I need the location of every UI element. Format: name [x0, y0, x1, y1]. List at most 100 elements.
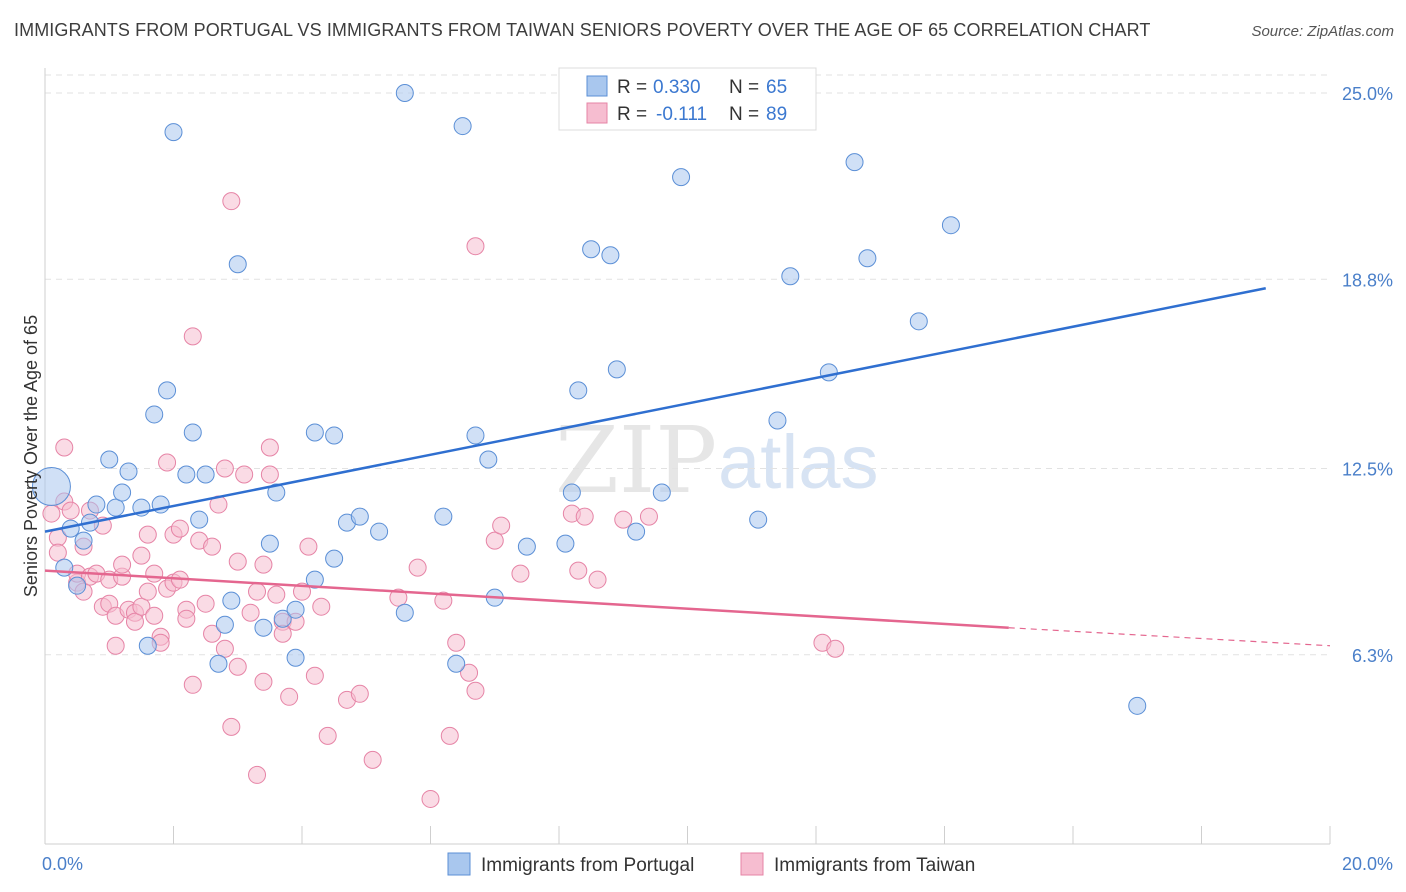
taiwan-point	[273, 624, 292, 643]
taiwan-point	[434, 591, 453, 610]
axes	[44, 68, 1331, 845]
watermark: ZIP atlas	[555, 407, 879, 514]
taiwan-point	[61, 501, 80, 520]
portugal-point	[196, 465, 215, 484]
watermark-atlas: atlas	[718, 420, 879, 505]
taiwan-point	[305, 666, 324, 685]
portugal-point	[305, 423, 324, 442]
portugal-point	[447, 654, 466, 673]
y-tick-label: 12.5%	[1342, 460, 1393, 480]
portugal-point	[479, 450, 498, 469]
taiwan-point	[132, 546, 151, 565]
taiwan-point	[106, 636, 125, 655]
bottom-legend: Immigrants from Portugal Immigrants from…	[447, 852, 975, 876]
taiwan-point	[460, 663, 479, 682]
taiwan-point	[485, 531, 504, 550]
taiwan-point	[248, 582, 267, 601]
portugal-point	[119, 462, 138, 481]
taiwan-point	[248, 765, 267, 784]
portugal-point	[562, 483, 581, 502]
taiwan-point	[492, 516, 511, 535]
taiwan-point	[447, 633, 466, 652]
portugal-point	[517, 537, 536, 556]
portugal-point	[68, 576, 87, 595]
portugal-point	[55, 558, 74, 577]
taiwan-point	[138, 582, 157, 601]
bottom-legend-label-taiwan: Immigrants from Taiwan	[774, 855, 975, 876]
portugal-point	[845, 153, 864, 172]
y-tick-label: 25.0%	[1342, 84, 1393, 104]
portugal-trend-line	[44, 287, 1266, 533]
portugal-point	[858, 249, 877, 268]
legend-n-value-portugal: 65	[766, 77, 787, 98]
y-axis-title: Seniors Poverty Over the Age of 65	[21, 315, 41, 597]
taiwan-point	[132, 597, 151, 616]
portugal-point	[31, 467, 71, 507]
taiwan-point	[145, 564, 164, 583]
taiwan-point	[350, 684, 369, 703]
portugal-point	[113, 483, 132, 502]
taiwan-point	[48, 543, 67, 562]
portugal-point	[145, 405, 164, 424]
portugal-point	[819, 363, 838, 382]
portugal-point	[228, 255, 247, 274]
taiwan-point	[203, 537, 222, 556]
portugal-point	[254, 618, 273, 637]
taiwan-point	[260, 438, 279, 457]
x-tick-label-min: 0.0%	[42, 854, 83, 874]
taiwan-point	[267, 585, 286, 604]
portugal-point	[1128, 696, 1147, 715]
taiwan-point	[183, 327, 202, 346]
taiwan-point	[421, 789, 440, 808]
portugal-point	[273, 609, 292, 628]
portugal-point	[215, 615, 234, 634]
portugal-point	[569, 381, 588, 400]
portugal-point	[453, 117, 472, 136]
legend-r-label-taiwan: R =	[617, 104, 647, 125]
legend-r-value-portugal: 0.330	[653, 77, 701, 98]
portugal-point	[267, 483, 286, 502]
taiwan-point	[183, 675, 202, 694]
legend-r-value-taiwan: -0.111	[656, 104, 707, 125]
taiwan-point	[222, 192, 241, 211]
taiwan-point	[260, 465, 279, 484]
taiwan-trend-extension	[1008, 627, 1331, 647]
bottom-legend-swatch-taiwan	[740, 852, 764, 876]
portugal-point	[652, 483, 671, 502]
portugal-point	[74, 531, 93, 550]
portugal-point	[222, 591, 241, 610]
taiwan-point	[312, 597, 331, 616]
taiwan-point	[158, 453, 177, 472]
taiwan-point	[466, 237, 485, 256]
taiwan-point	[826, 639, 845, 658]
y-tick-label: 18.8%	[1342, 270, 1393, 290]
portugal-point	[434, 507, 453, 526]
portugal-point	[909, 312, 928, 331]
taiwan-point	[588, 570, 607, 589]
taiwan-point	[138, 525, 157, 544]
taiwan-point	[222, 717, 241, 736]
taiwan-point	[440, 726, 459, 745]
chart-title: IMMIGRANTS FROM PORTUGAL VS IMMIGRANTS F…	[14, 20, 1151, 40]
source-credit: Source: ZipAtlas.com	[1251, 23, 1394, 40]
portugal-point	[627, 522, 646, 541]
portugal-point	[370, 522, 389, 541]
x-tick-label-max: 20.0%	[1342, 854, 1393, 874]
portugal-point	[87, 495, 106, 514]
taiwan-point	[235, 465, 254, 484]
portugal-point	[395, 603, 414, 622]
portugal-point	[325, 549, 344, 568]
taiwan-point	[215, 459, 234, 478]
portugal-point	[286, 600, 305, 619]
legend-swatch-taiwan	[586, 102, 608, 124]
portugal-point	[325, 426, 344, 445]
taiwan-point	[466, 681, 485, 700]
taiwan-point	[363, 750, 382, 769]
taiwan-point	[170, 519, 189, 538]
portugal-point	[183, 423, 202, 442]
legend-r-label-portugal: R =	[617, 77, 647, 98]
taiwan-point	[241, 603, 260, 622]
taiwan-point	[254, 555, 273, 574]
taiwan-point	[639, 507, 658, 526]
